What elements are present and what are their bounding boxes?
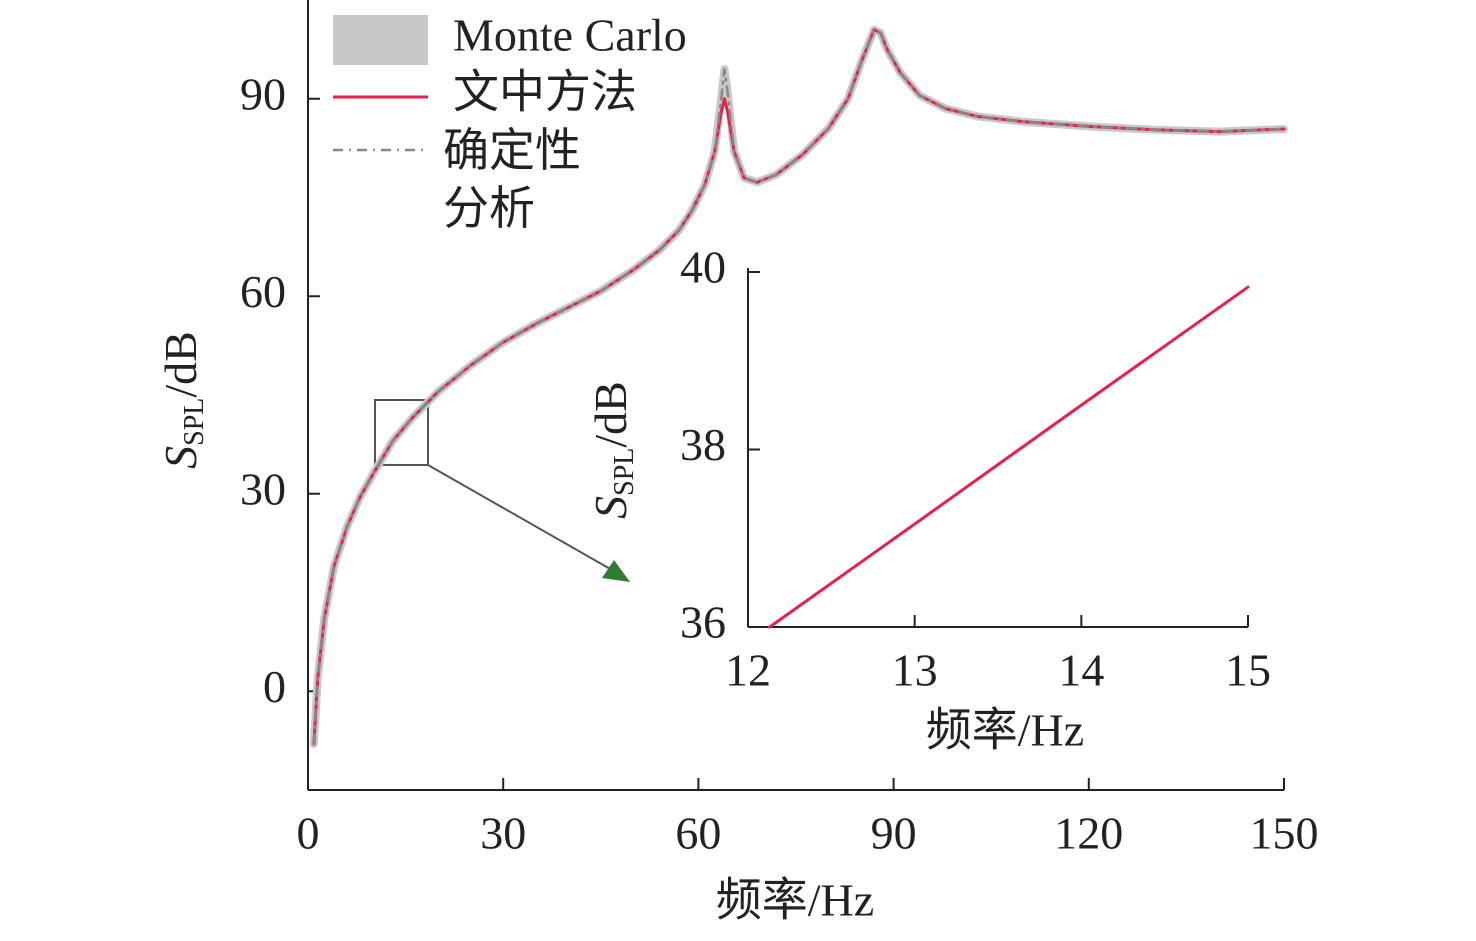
y-tick-label: 36 [680,597,726,648]
x-tick-label: 150 [1250,808,1319,859]
arrow-head [602,560,630,582]
inset-y-axis-label: SSPL/dB [585,381,641,519]
x-tick-label: 14 [1058,645,1104,696]
y-label-subscript: SPL [179,398,210,446]
x-tick-label: 15 [1225,645,1271,696]
y-tick-label: 90 [240,68,286,119]
x-tick-label: 13 [892,645,938,696]
zoom-box [374,399,429,466]
y-tick-label: 38 [680,419,726,470]
x-tick-label: 90 [871,808,917,859]
series-line [312,28,1286,746]
x-tick-label: 0 [297,808,320,859]
y-axis-label: SSPL/dB [155,331,211,469]
x-tick-label: 30 [480,808,526,859]
y-label-symbol: S [155,446,206,469]
y-tick-label: 0 [263,661,286,712]
series-line [768,285,1250,629]
x-tick-label: 60 [675,808,721,859]
inset-x-axis-label: 频率/Hz [926,705,1084,756]
x-tick-label: 12 [725,645,771,696]
y-label-unit: /dB [155,331,206,397]
legend-label: 确定性分析 [443,125,581,234]
x-tick-label: 120 [1054,808,1123,859]
y-label-subscript: SPL [609,448,640,496]
legend-swatch [333,15,428,65]
y-label-unit: /dB [585,381,636,447]
y-label-symbol: S [585,496,636,519]
zoom-arrow [427,464,613,571]
y-tick-label: 30 [240,463,286,514]
y-tick-label: 40 [680,242,726,293]
y-tick-label: 60 [240,266,286,317]
legend-label: Monte Carlo [453,10,687,61]
x-axis-label: 频率/Hz [716,875,874,926]
legend-label: 文中方法 [453,67,637,118]
